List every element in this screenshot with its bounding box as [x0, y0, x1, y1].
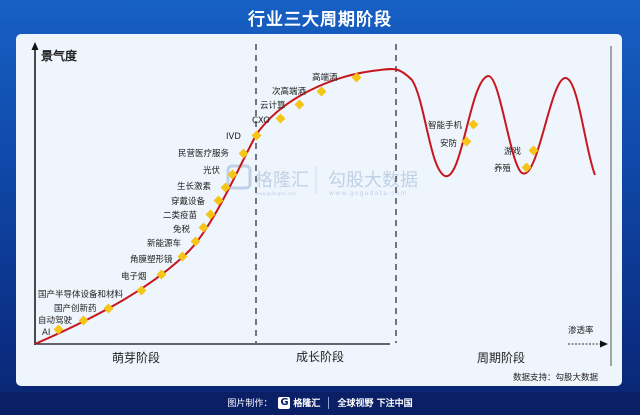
marker-nev[interactable]	[190, 236, 201, 247]
marker-ivd[interactable]	[251, 130, 262, 141]
y-axis-label: 景气度	[41, 48, 78, 63]
lifecycle-curve	[34, 68, 596, 345]
marker-privmed[interactable]	[238, 148, 249, 159]
page-title: 行业三大周期阶段	[248, 10, 392, 30]
label-dutyfree: 免税	[173, 224, 191, 235]
marker-wearable[interactable]	[213, 195, 224, 206]
markers	[53, 72, 539, 335]
marker-cxo[interactable]	[275, 113, 286, 124]
label-ecig: 电子烟	[121, 271, 147, 282]
watermark-brand2: 勾股大数据	[328, 170, 418, 191]
footer-slogan: 全球视野 下注中国	[337, 399, 413, 409]
marker-ortho[interactable]	[177, 251, 188, 262]
marker-newdrug[interactable]	[103, 303, 114, 314]
marker-security[interactable]	[461, 136, 472, 147]
stage-label-emerging: 萌芽阶段	[112, 350, 160, 365]
label-phone: 智能手机	[428, 120, 463, 131]
label-ivd: IVD	[226, 132, 241, 142]
footer-bar: 图片制作： G 格隆汇 全球视野 下注中国	[0, 392, 640, 415]
label-cloud: 云计算	[260, 100, 286, 111]
marker-cloud[interactable]	[294, 99, 305, 110]
watermark-brand2-url: www.gogudata.com	[329, 190, 408, 197]
label-nev: 新能源车	[147, 238, 181, 249]
label-security: 安防	[440, 138, 458, 149]
brand-logo-icon: G	[278, 396, 291, 409]
brand-logo-icon	[226, 164, 252, 190]
data-source: 数据支持：勾股大数据	[513, 372, 599, 383]
label-newdrug: 国产创新药	[54, 303, 97, 314]
industry-cycle-chart: 格隆汇 www.gelonghui.com 勾股大数据 www.gogudata…	[31, 42, 612, 383]
marker-dutyfree[interactable]	[198, 222, 209, 233]
y-axis-arrow-icon	[31, 42, 39, 50]
label-submidliquor: 次高端酒	[272, 86, 307, 97]
marker-phone[interactable]	[468, 119, 479, 130]
label-ai: AI	[42, 328, 50, 338]
stage-label-growth: 成长阶段	[296, 349, 344, 364]
label-wearable: 穿戴设备	[171, 196, 206, 207]
label-cxo: CXO	[252, 116, 270, 126]
label-autodrive: 自动驾驶	[38, 315, 73, 326]
footer-brand: 格隆汇	[293, 399, 321, 409]
marker-submidliquor[interactable]	[316, 86, 327, 97]
label-pv: 光伏	[203, 165, 221, 176]
x-axis-label: 渗透率	[568, 325, 594, 336]
label-privmed: 民营医疗服务	[178, 148, 230, 159]
watermark: 格隆汇 www.gelonghui.com 勾股大数据 www.gogudata…	[226, 164, 418, 197]
point-labels: AI 自动驾驶 国产创新药 国产半导体设备和材料 电子烟 角膜塑形镜 新能源车 …	[38, 72, 522, 338]
marker-vaccine[interactable]	[205, 209, 216, 220]
label-game: 游戏	[504, 146, 522, 157]
label-ortho: 角膜塑形镜	[130, 254, 173, 265]
stage-label-cycle: 周期阶段	[477, 350, 525, 365]
watermark-brand1-url: www.gelonghui.com	[256, 191, 296, 196]
marker-breeding[interactable]	[521, 162, 532, 173]
label-gh: 生长激素	[177, 181, 212, 192]
footer-divider	[328, 396, 330, 409]
marker-gh[interactable]	[220, 182, 231, 193]
label-semi: 国产半导体设备和材料	[38, 289, 124, 300]
marker-ecig[interactable]	[156, 269, 167, 280]
label-highliquor: 高端酒	[312, 72, 338, 83]
x-axis-arrow-icon	[600, 340, 608, 348]
watermark-brand1: 格隆汇	[255, 170, 309, 191]
marker-game[interactable]	[528, 145, 539, 156]
label-breeding: 养殖	[494, 163, 512, 174]
marker-semi[interactable]	[136, 285, 147, 296]
footer-made-by: 图片制作：	[227, 399, 273, 409]
marker-ai[interactable]	[53, 324, 64, 335]
label-vaccine: 二类疫苗	[163, 210, 198, 221]
marker-pv[interactable]	[227, 169, 238, 180]
